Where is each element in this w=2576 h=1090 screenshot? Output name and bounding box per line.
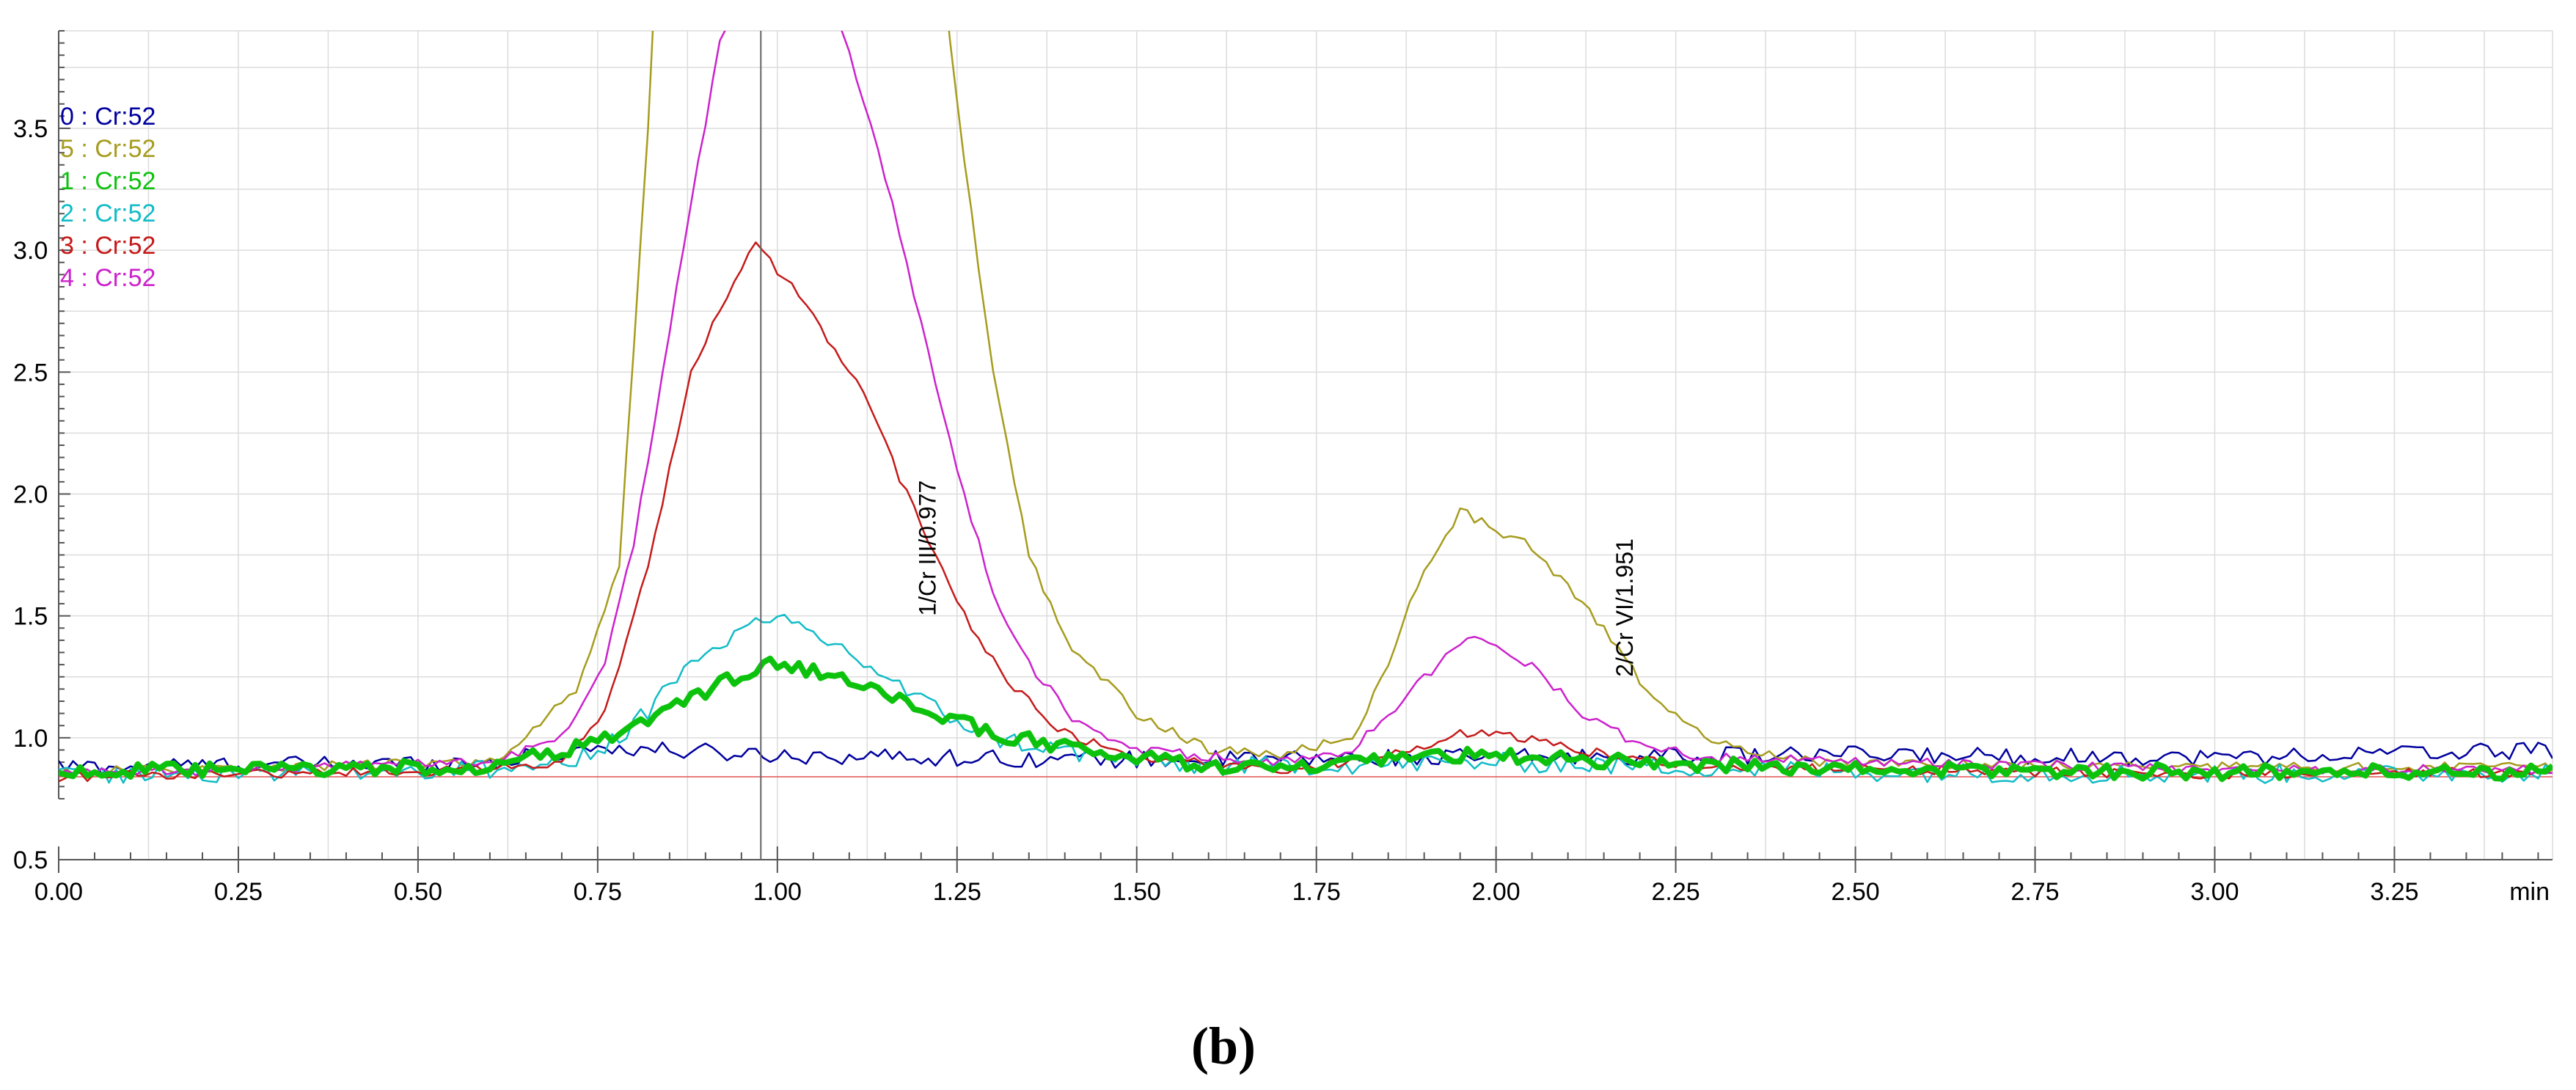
y-tick-label: 1.0 — [13, 725, 48, 753]
grid — [59, 30, 2553, 860]
legend-entry: 3 : Cr:52 — [60, 232, 155, 260]
x-tick-label: 0.50 — [394, 878, 442, 906]
peak-annotation: 1/Cr III/0.977 — [914, 480, 940, 616]
x-tick-label: 1.25 — [933, 878, 981, 906]
x-tick-label: 3.00 — [2190, 878, 2239, 906]
x-tick-label: 0.00 — [34, 878, 83, 906]
axes — [58, 30, 2553, 873]
legend-entry: 0 : Cr:52 — [60, 103, 155, 131]
x-tick-label: 2.75 — [2010, 878, 2059, 906]
x-tick-label: 1.00 — [753, 878, 802, 906]
x-tick-label: 0.75 — [574, 878, 622, 906]
y-tick-label: 2.0 — [13, 480, 48, 508]
x-tick-label: 1.50 — [1113, 878, 1161, 906]
x-tick-label: 0.25 — [214, 878, 263, 906]
x-unit-label: min — [2509, 878, 2550, 906]
legend-entry: 1 : Cr:52 — [60, 167, 155, 195]
y-tick-label: 2.5 — [13, 359, 48, 387]
y-tick-label: 3.5 — [13, 115, 48, 143]
tick-labels: 0.00 0.25 0.50 0.75 1.00 1.25 1.50 1.75 2.00 2.25… — [13, 115, 2550, 906]
x-tick-label: 1.75 — [1292, 878, 1341, 906]
annotation-group: 1/Cr III/0.977 2/Cr VI/1.951 — [914, 480, 1637, 677]
series-line-1 — [59, 655, 2553, 783]
legend-entry: 5 : Cr:52 — [60, 135, 155, 163]
y-tick-label: 3.0 — [13, 237, 48, 265]
plot-background — [59, 31, 2553, 860]
x-tick-label: 2.25 — [1652, 878, 1700, 906]
legend-entry: 2 : Cr:52 — [60, 200, 155, 227]
x-tick-label: 3.25 — [2370, 878, 2418, 906]
series-line-4 — [59, 31, 2553, 777]
y-tick-label: 1.5 — [13, 603, 48, 631]
series-group — [59, 31, 2553, 784]
figure-caption: (b) — [1191, 1017, 1256, 1075]
legend: 0 : Cr:52 5 : Cr:52 1 : Cr:52 2 : Cr:52 3 : … — [60, 103, 155, 292]
peak-annotation: 2/Cr VI/1.951 — [1611, 538, 1638, 677]
y-tick-label: 0.5 — [13, 846, 48, 874]
legend-entry: 4 : Cr:52 — [60, 264, 155, 292]
x-tick-label: 2.00 — [1472, 878, 1521, 906]
x-tick-label: 2.50 — [1831, 878, 1879, 906]
